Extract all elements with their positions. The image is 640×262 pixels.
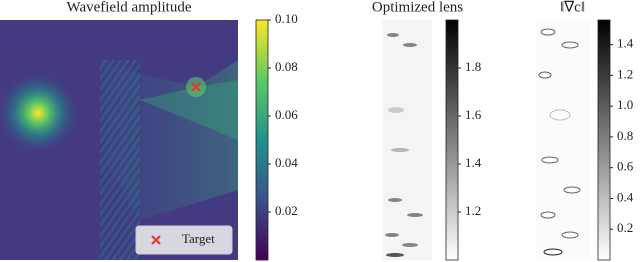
- colorbar-tick-label: 0.10: [275, 11, 298, 26]
- legend-label: Target: [182, 231, 215, 246]
- colorbar: [597, 19, 611, 261]
- panel-title: Wavefield amplitude: [67, 0, 192, 15]
- colorbar-tick-label: 1.4: [617, 36, 634, 51]
- colorbar-tick-label: 0.02: [275, 203, 298, 218]
- colorbar-tick-label: 1.2: [617, 66, 633, 81]
- colorbar-tick-label: 0.4: [617, 189, 634, 204]
- colorbar-tick-label: 0.2: [617, 220, 633, 235]
- colorbar-tick-label: 0.08: [275, 59, 298, 74]
- colorbar-tick-label: 1.2: [465, 203, 481, 218]
- legend-box: [135, 225, 233, 255]
- colorbar-tick-label: 1.0: [617, 97, 633, 112]
- colorbar-tick-label: 1.8: [465, 59, 481, 74]
- target-marker: [191, 82, 201, 92]
- lens-image: [383, 20, 432, 260]
- legend-marker: [151, 235, 161, 245]
- panel-title: ‖∇c‖: [560, 0, 585, 15]
- gradient-image: [535, 20, 590, 260]
- colorbar: [255, 19, 269, 261]
- colorbar-tick-label: 1.6: [465, 107, 482, 122]
- panel-title: Optimized lens: [372, 0, 463, 15]
- colorbar-tick-label: 1.4: [465, 155, 482, 170]
- colorbar: [445, 19, 459, 261]
- colorbar-tick-label: 0.04: [275, 155, 298, 170]
- colorbar-tick-label: 0.06: [275, 107, 298, 122]
- wavefield-image: [0, 20, 238, 260]
- colorbar-tick-label: 0.6: [617, 159, 634, 174]
- colorbar-tick-label: 0.8: [617, 128, 633, 143]
